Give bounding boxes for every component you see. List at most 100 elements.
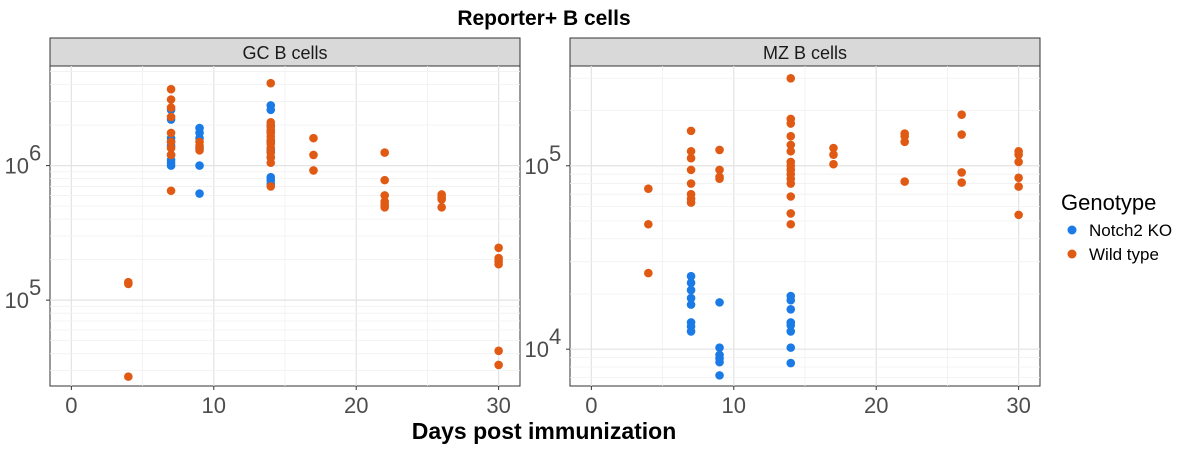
data-point-wild-type — [124, 372, 133, 381]
data-point-notch2-ko — [195, 161, 204, 170]
data-point-wild-type — [786, 179, 796, 188]
legend-title: Genotype — [1061, 190, 1156, 215]
data-point-notch2-ko — [786, 320, 796, 330]
strip-label: MZ B cells — [763, 43, 847, 63]
data-point-wild-type — [1014, 157, 1023, 167]
data-point-notch2-ko — [786, 295, 796, 305]
data-point-wild-type — [786, 146, 796, 156]
grid-lines — [50, 66, 520, 386]
data-point-wild-type — [494, 360, 503, 370]
data-point-wild-type — [166, 137, 176, 147]
data-point-wild-type — [786, 140, 796, 150]
x-axis-label: Days post immunization — [412, 418, 677, 444]
legend-label-wild-type: Wild type — [1089, 245, 1159, 264]
data-point-notch2-ko — [686, 300, 696, 309]
data-point-notch2-ko — [195, 189, 204, 198]
data-point-notch2-ko — [686, 327, 696, 336]
data-point-wild-type — [900, 177, 909, 186]
x-tick-label: 10 — [202, 393, 226, 418]
data-point-wild-type — [786, 131, 796, 141]
data-point-wild-type — [686, 165, 696, 175]
data-point-wild-type — [786, 219, 796, 229]
data-point-wild-type — [686, 179, 696, 188]
data-point-wild-type — [166, 112, 176, 122]
data-point-wild-type — [309, 133, 318, 143]
data-point-wild-type — [900, 137, 909, 147]
data-point-wild-type — [786, 209, 796, 218]
y-tick-label: 10 — [5, 154, 29, 179]
data-point-notch2-ko — [686, 271, 696, 281]
legend-label-notch2-ko: Notch2 KO — [1089, 221, 1172, 240]
data-point-wild-type — [957, 168, 966, 177]
data-point-wild-type — [166, 186, 176, 196]
data-point-wild-type — [380, 202, 389, 212]
legend-key-notch2-ko — [1067, 225, 1077, 235]
data-points — [124, 78, 503, 381]
data-point-wild-type — [166, 143, 176, 153]
data-point-notch2-ko — [786, 358, 796, 368]
data-point-wild-type — [644, 184, 653, 194]
data-point-notch2-ko — [266, 105, 276, 115]
data-point-notch2-ko — [715, 357, 724, 367]
data-point-wild-type — [437, 195, 446, 204]
x-axis-ticks: 0 10 20 30 — [65, 386, 511, 418]
data-point-notch2-ko — [786, 327, 796, 336]
data-point-wild-type — [494, 259, 503, 269]
x-tick-label: 30 — [1006, 393, 1030, 418]
y-tick-exponent: 5 — [29, 275, 41, 300]
data-point-wild-type — [494, 346, 503, 356]
x-tick-label: 30 — [486, 393, 510, 418]
data-point-wild-type — [166, 84, 176, 94]
data-point-wild-type — [715, 165, 724, 175]
data-point-wild-type — [266, 158, 276, 168]
data-point-wild-type — [494, 243, 503, 253]
x-tick-label: 20 — [864, 393, 888, 418]
y-tick-exponent: 5 — [549, 141, 561, 166]
data-point-wild-type — [266, 78, 276, 88]
data-point-wild-type — [957, 178, 966, 187]
data-point-wild-type — [786, 119, 796, 128]
data-point-wild-type — [166, 103, 176, 112]
data-point-wild-type — [686, 126, 696, 136]
data-point-notch2-ko — [686, 278, 696, 288]
data-point-notch2-ko — [786, 343, 796, 352]
data-point-notch2-ko — [686, 285, 696, 295]
data-point-wild-type — [686, 146, 696, 156]
data-point-notch2-ko — [715, 298, 724, 307]
data-point-wild-type — [124, 279, 133, 289]
data-point-notch2-ko — [715, 371, 724, 380]
legend: Genotype Notch2 KO Wild type — [1061, 190, 1172, 264]
x-tick-label: 0 — [585, 393, 597, 418]
data-point-wild-type — [644, 219, 653, 229]
data-point-wild-type — [1014, 150, 1023, 159]
x-axis-ticks: 0 10 20 30 — [585, 386, 1031, 418]
legend-key-wild-type — [1067, 249, 1077, 259]
data-point-wild-type — [1014, 182, 1023, 191]
data-point-notch2-ko — [686, 293, 696, 303]
data-point-wild-type — [1014, 173, 1023, 183]
data-point-wild-type — [786, 192, 796, 201]
strip-label: GC B cells — [242, 43, 327, 63]
data-point-wild-type — [715, 174, 724, 184]
strip-background — [569, 37, 1041, 67]
x-tick-label: 0 — [65, 393, 77, 418]
data-point-wild-type — [644, 268, 653, 278]
x-tick-label: 10 — [722, 393, 746, 418]
data-point-wild-type — [829, 150, 838, 159]
data-point-wild-type — [166, 128, 176, 138]
data-point-wild-type — [380, 148, 389, 157]
strip-background — [49, 37, 521, 67]
y-tick-label: 10 — [525, 154, 549, 179]
data-point-wild-type — [166, 150, 176, 160]
data-point-wild-type — [1014, 210, 1023, 220]
data-point-wild-type — [266, 182, 276, 191]
data-point-wild-type — [166, 95, 176, 104]
data-points — [644, 73, 1023, 380]
data-point-wild-type — [829, 159, 838, 169]
data-point-wild-type — [380, 175, 389, 185]
data-point-wild-type — [957, 130, 966, 139]
data-point-wild-type — [715, 145, 724, 155]
